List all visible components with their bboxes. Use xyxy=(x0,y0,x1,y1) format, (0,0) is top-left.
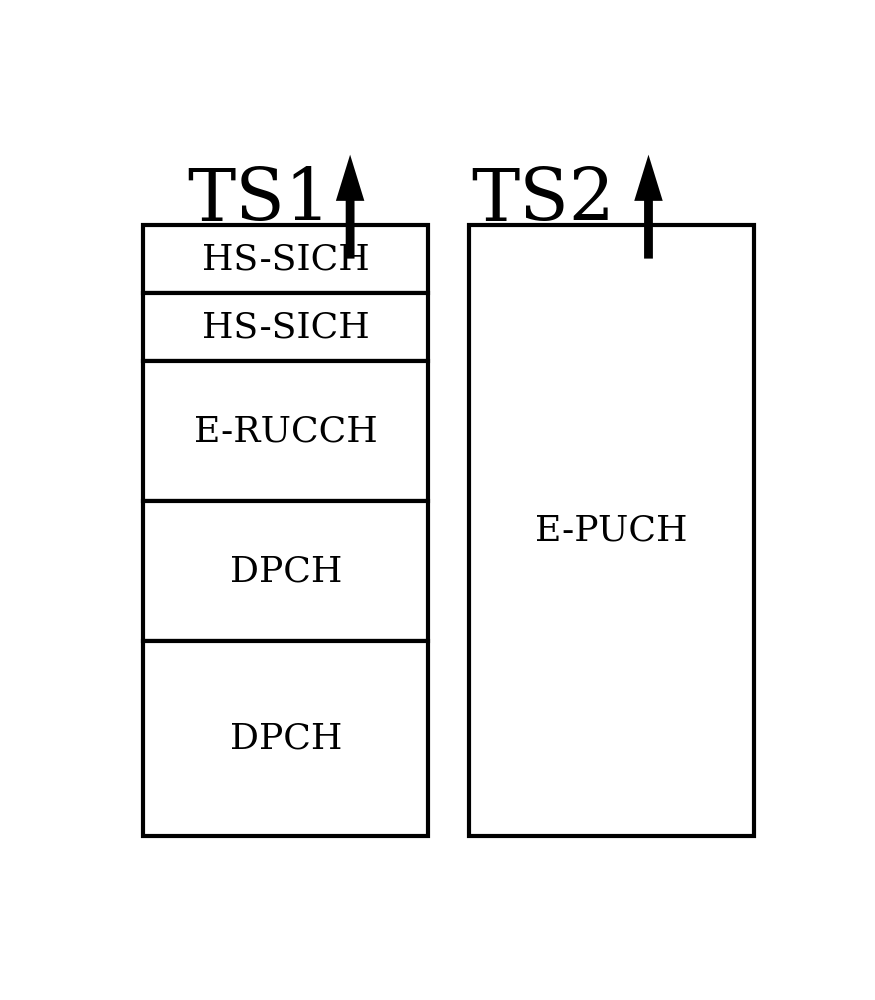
Bar xyxy=(144,501,428,641)
Bar xyxy=(144,361,428,501)
Polygon shape xyxy=(634,155,662,259)
Bar xyxy=(144,641,428,836)
Bar xyxy=(144,225,428,293)
Text: TS1: TS1 xyxy=(186,166,331,236)
Text: E-RUCCH: E-RUCCH xyxy=(194,414,378,448)
Text: TS2: TS2 xyxy=(472,166,615,236)
Bar xyxy=(469,225,753,836)
Text: HS-SICH: HS-SICH xyxy=(202,310,369,344)
Text: HS-SICH: HS-SICH xyxy=(202,242,369,276)
Bar xyxy=(144,293,428,361)
Text: E-PUCH: E-PUCH xyxy=(535,514,688,548)
Text: DPCH: DPCH xyxy=(229,722,342,756)
Polygon shape xyxy=(336,155,364,259)
Text: DPCH: DPCH xyxy=(229,554,342,588)
